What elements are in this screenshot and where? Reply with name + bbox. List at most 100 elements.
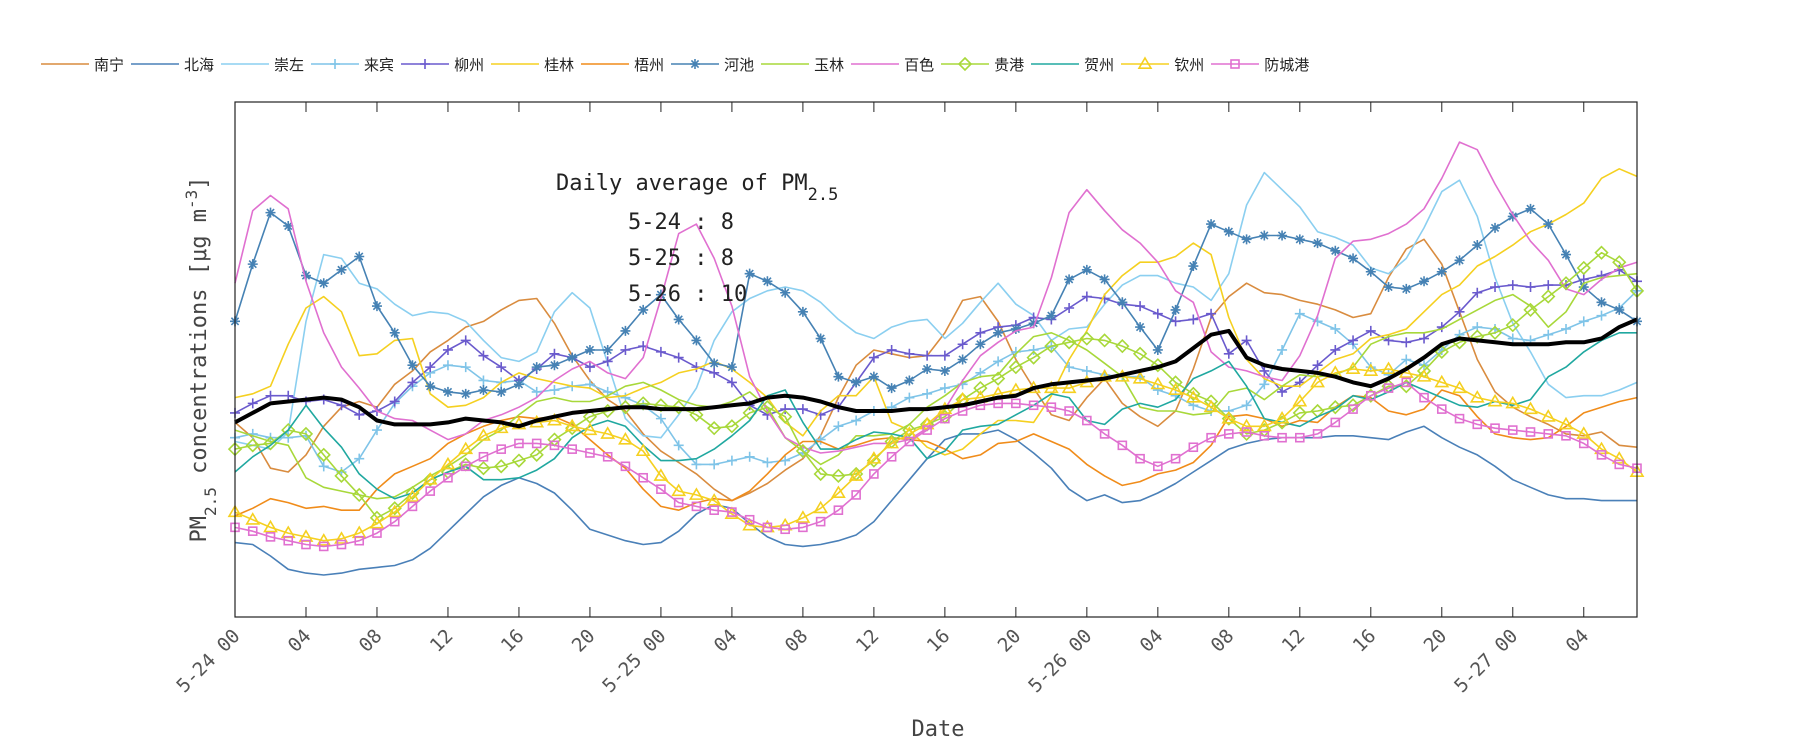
diamond-marker: [1523, 302, 1538, 318]
plus-marker: [904, 392, 915, 403]
asterisk-marker: [283, 220, 294, 231]
triangle-marker: [458, 441, 474, 455]
asterisk-marker: [1348, 253, 1359, 264]
triangle-marker: [1168, 382, 1183, 396]
triangle-marker: [1434, 374, 1450, 388]
asterisk-marker: [371, 301, 382, 312]
triangle-marker: [795, 510, 811, 523]
asterisk-marker: [1490, 222, 1501, 233]
diamond-marker: [494, 459, 509, 474]
plus-marker: [1223, 348, 1234, 359]
plus-marker: [1490, 282, 1501, 293]
asterisk-marker: [1365, 266, 1376, 277]
asterisk-marker: [1046, 310, 1057, 321]
asterisk-marker: [1223, 226, 1234, 237]
square-marker: [1241, 427, 1252, 437]
legend-swatch: [401, 59, 450, 69]
legend-label: 北海: [184, 55, 215, 74]
series-1: [234, 425, 1637, 576]
asterisk-marker: [939, 365, 950, 376]
triangle-marker: [742, 517, 758, 531]
triangle-marker: [618, 432, 633, 445]
diamond-marker: [689, 407, 704, 422]
plus-marker: [655, 413, 666, 424]
diamond-marker: [1505, 318, 1520, 333]
asterisk-marker: [957, 354, 968, 365]
legend-swatch: [941, 56, 990, 72]
x-tick-label: 12: [426, 625, 458, 657]
square-marker: [425, 486, 436, 496]
plus-marker: [673, 352, 684, 363]
plus-marker: [886, 344, 897, 355]
legend-label: 防城港: [1264, 55, 1310, 74]
legend-label: 河池: [724, 55, 755, 74]
diamond-marker: [387, 501, 402, 516]
diamond-marker: [958, 56, 973, 72]
legend-swatch: [131, 63, 180, 65]
x-tick-label: 20: [1420, 625, 1452, 657]
x-tick-label: 08: [781, 625, 813, 657]
diamond-marker: [1026, 350, 1041, 365]
legend-item: 梧州: [580, 54, 664, 75]
square-marker: [1046, 402, 1057, 412]
y-title-sup: -3: [182, 190, 201, 209]
plus-marker: [1543, 329, 1554, 340]
plus-marker: [726, 377, 737, 388]
diamond-marker: [1470, 329, 1485, 344]
plus-marker: [460, 362, 471, 373]
asterisk-marker: [1596, 297, 1607, 308]
x-tick-label: 12: [1278, 625, 1310, 657]
plus-marker: [549, 385, 560, 396]
triangle-marker: [1274, 411, 1290, 424]
daily-average-annotation: Daily average of PM2.5 5-24 : 8 5-25 : 8…: [556, 171, 838, 307]
triangle-marker: [1132, 370, 1148, 384]
triangle-marker: [405, 489, 420, 502]
triangle-marker: [919, 416, 935, 430]
x-tick-label: 08: [1207, 625, 1239, 657]
square-marker: [354, 535, 365, 546]
diamond-marker: [760, 400, 775, 415]
triangle-marker: [1310, 374, 1325, 388]
asterisk-marker: [1578, 282, 1589, 293]
asterisk-marker: [638, 304, 649, 315]
asterisk-marker: [1064, 274, 1075, 285]
plus-marker: [442, 360, 453, 371]
square-marker: [744, 514, 755, 525]
legend: 南宁 北海 崇左 来宾 柳州 桂林 梧州 河池 玉林 百色 贵港 贺州 钦州 防城港: [40, 52, 1315, 76]
triangle-marker: [1363, 363, 1379, 376]
square-marker: [514, 438, 524, 449]
square-marker: [1170, 453, 1181, 464]
legend-swatch: [1121, 56, 1170, 69]
plus-marker: [1348, 335, 1359, 346]
square-marker: [940, 413, 950, 424]
triangle-marker: [1594, 441, 1609, 455]
plus-marker: [460, 335, 471, 346]
square-marker: [1525, 427, 1536, 437]
square-marker: [1490, 423, 1500, 433]
series-line: [234, 251, 1638, 519]
diamond-marker: [724, 419, 740, 434]
square-marker: [460, 461, 471, 472]
legend-swatch: [311, 59, 360, 69]
asterisk-marker: [265, 207, 276, 218]
triangle-marker: [1256, 418, 1272, 432]
square-marker: [1401, 377, 1412, 388]
asterisk-marker: [513, 379, 524, 390]
asterisk-marker: [709, 358, 720, 369]
asterisk-marker: [1135, 322, 1146, 333]
asterisk-marker: [744, 268, 755, 279]
square-marker: [247, 526, 258, 536]
triangle-marker: [689, 487, 704, 500]
triangle-marker: [582, 422, 598, 436]
x-tick-label: 12: [852, 625, 884, 657]
diamond-marker: [1434, 344, 1449, 360]
x-axis-title: Date: [912, 717, 965, 742]
plus-marker: [1472, 287, 1483, 298]
square-marker: [1206, 432, 1216, 443]
asterisk-marker: [442, 386, 453, 397]
triangle-marker: [830, 485, 846, 499]
triangle-marker: [1381, 361, 1396, 375]
plus-marker: [1259, 365, 1270, 376]
series-line: [234, 272, 1638, 500]
